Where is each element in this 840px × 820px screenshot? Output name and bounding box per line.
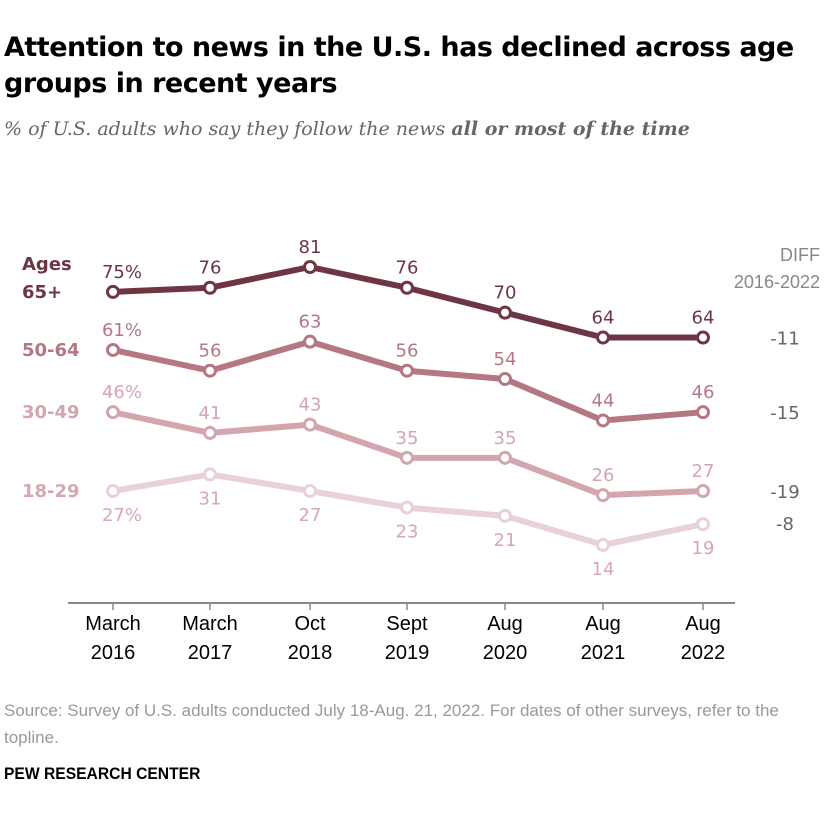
data-point: [303, 417, 317, 432]
data-point: [696, 330, 710, 345]
data-point: [498, 372, 512, 386]
data-label: 81: [299, 237, 322, 258]
subtitle-text: % of U.S. adults who say they follow the…: [4, 118, 452, 140]
data-label: 27: [692, 461, 715, 482]
subtitle-emphasis: all or most of the time: [451, 118, 690, 140]
data-label: 43: [299, 395, 322, 416]
data-label: 64: [692, 308, 715, 329]
data-label: 61%: [102, 320, 142, 341]
data-label: 76: [396, 258, 419, 279]
data-label: 35: [396, 428, 419, 449]
data-point: [303, 484, 317, 498]
line-chart: March 2016 March 2017 Oct 2018 Sept 2019 Aug 2020…: [22, 237, 820, 664]
source-note: Source: Survey of U.S. adults conducted …: [4, 701, 779, 747]
x-tick-label: Aug: [487, 613, 523, 635]
diff-header: DIFF: [780, 245, 820, 265]
data-label: 46%: [102, 382, 142, 403]
diff-value: -11: [770, 329, 799, 350]
data-point: [203, 425, 217, 440]
data-label: 76: [199, 258, 222, 279]
data-point: [106, 284, 120, 299]
x-tick-label: Oct: [294, 613, 326, 635]
data-label: 75%: [102, 262, 142, 283]
x-tick-label: Sept: [386, 613, 428, 635]
data-point: [596, 413, 610, 428]
data-point: [596, 330, 610, 345]
data-label: 56: [396, 341, 419, 362]
data-label: 46: [692, 382, 715, 403]
data-point: [400, 450, 414, 465]
data-label: 23: [396, 522, 419, 543]
diff-header: 2016-2022: [734, 272, 820, 292]
data-point: [106, 342, 120, 357]
data-label: 27%: [102, 505, 142, 526]
chart-title: Attention to news in the U.S. has declin…: [4, 32, 794, 99]
data-point: [400, 363, 414, 378]
data-point: [696, 405, 710, 420]
data-label: 27: [299, 505, 322, 526]
series-name-label: Ages: [22, 254, 72, 275]
diff-value: -15: [770, 403, 799, 424]
data-point: [696, 517, 710, 532]
data-point: [596, 488, 610, 503]
diff-value: -19: [770, 482, 799, 503]
data-point: [498, 450, 512, 465]
x-tick-label: March: [182, 613, 238, 635]
data-point: [498, 508, 512, 523]
x-tick-label: 2022: [681, 642, 726, 664]
organization-logo: PEW RESEARCH CENTER: [4, 764, 201, 783]
x-tick-label: 2020: [483, 642, 528, 664]
x-tick-label: 2017: [188, 642, 233, 664]
data-point: [203, 467, 217, 482]
data-label: 19: [692, 538, 715, 559]
chart-subtitle: % of U.S. adults who say they follow the…: [4, 118, 690, 140]
series-name-label: 30-49: [22, 402, 80, 423]
data-point: [203, 363, 217, 378]
data-label: 64: [592, 308, 615, 329]
data-label: 21: [494, 530, 517, 551]
diff-value: -8: [776, 514, 794, 535]
data-label: 35: [494, 428, 517, 449]
data-point: [696, 484, 710, 498]
data-label: 31: [199, 488, 222, 509]
data-point: [498, 305, 512, 320]
series-name-label: 18-29: [22, 481, 80, 502]
data-label: 14: [592, 559, 615, 580]
series-name-label: 65+: [22, 282, 62, 303]
data-label: 70: [494, 283, 517, 304]
x-tick-label: 2021: [581, 642, 626, 664]
data-point: [303, 260, 317, 274]
data-label: 56: [199, 341, 222, 362]
data-point: [203, 280, 217, 295]
data-point: [106, 484, 120, 498]
data-point: [400, 280, 414, 295]
x-tick-label: 2018: [288, 642, 333, 664]
x-tick-label: Aug: [585, 613, 621, 635]
data-point: [596, 537, 610, 552]
data-label: 44: [592, 390, 615, 411]
data-label: 41: [199, 403, 222, 424]
data-label: 26: [592, 465, 615, 486]
data-label: 63: [299, 312, 322, 333]
data-label: 54: [494, 349, 517, 370]
x-tick-label: March: [85, 613, 141, 635]
data-point: [400, 500, 414, 515]
x-tick-label: 2019: [385, 642, 430, 664]
data-point: [106, 405, 120, 420]
data-point: [303, 334, 317, 349]
x-tick-label: Aug: [685, 613, 721, 635]
x-tick-label: 2016: [91, 642, 136, 664]
series-name-label: 50-64: [22, 340, 80, 361]
